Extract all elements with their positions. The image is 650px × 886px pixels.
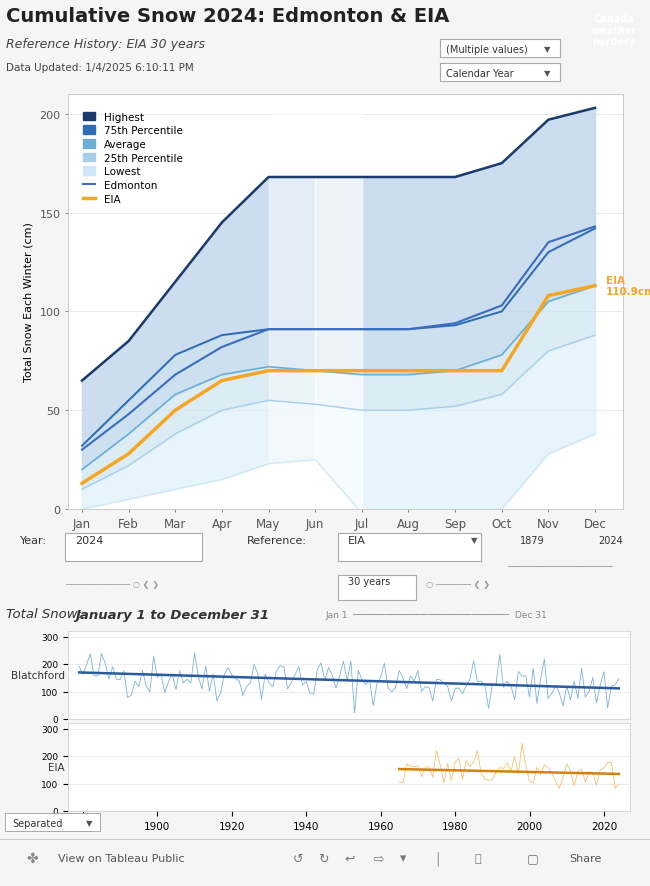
FancyBboxPatch shape <box>65 533 202 562</box>
Text: Separated: Separated <box>12 818 63 828</box>
Text: January 1 to December 31: January 1 to December 31 <box>75 608 269 621</box>
Text: Year:: Year: <box>20 535 47 545</box>
Text: Share: Share <box>569 853 601 863</box>
Text: ▼: ▼ <box>544 69 551 78</box>
Text: 30 years: 30 years <box>348 577 390 587</box>
FancyBboxPatch shape <box>338 533 481 562</box>
Bar <box>315 95 362 509</box>
Y-axis label: Total Snow Each Winter (cm): Total Snow Each Winter (cm) <box>23 222 34 382</box>
Text: Total Snow:: Total Snow: <box>6 608 83 621</box>
Text: 2024: 2024 <box>75 535 103 545</box>
FancyBboxPatch shape <box>338 576 416 601</box>
Text: Data Updated: 1/4/2025 6:10:11 PM: Data Updated: 1/4/2025 6:10:11 PM <box>6 63 194 73</box>
Text: EIA
110.9cm: EIA 110.9cm <box>606 276 650 297</box>
Text: ⬜: ⬜ <box>474 853 481 863</box>
Text: 1879: 1879 <box>520 535 545 545</box>
Text: Jan 1  ─────────────────────────────  Dec 31: Jan 1 ───────────────────────────── Dec … <box>325 610 547 618</box>
Text: EIA: EIA <box>48 762 64 772</box>
Text: ───────────── ○ ❮ ❯: ───────────── ○ ❮ ❯ <box>65 579 159 588</box>
Text: ✤: ✤ <box>26 851 38 865</box>
Text: ▼: ▼ <box>86 819 92 828</box>
Text: ▢: ▢ <box>526 851 538 865</box>
Text: View on Tableau Public: View on Tableau Public <box>58 853 185 863</box>
Text: ▾: ▾ <box>400 851 406 865</box>
Text: Canada
weather
nerdery: Canada weather nerdery <box>592 14 636 47</box>
Bar <box>268 95 315 509</box>
Legend: Highest, 75th Percentile, Average, 25th Percentile, Lowest, Edmonton, EIA: Highest, 75th Percentile, Average, 25th … <box>79 108 187 208</box>
Text: 2024: 2024 <box>598 535 623 545</box>
Text: ⇨: ⇨ <box>374 851 384 865</box>
Text: EIA: EIA <box>348 535 365 545</box>
Text: ↻: ↻ <box>318 851 329 865</box>
Text: ↩: ↩ <box>344 851 355 865</box>
Text: ──────────────────: ────────────────── <box>507 562 613 571</box>
Text: |: | <box>436 851 440 866</box>
Text: Blatchford: Blatchford <box>10 670 64 680</box>
Text: Reference History: EIA 30 years: Reference History: EIA 30 years <box>6 38 205 51</box>
Text: ↺: ↺ <box>292 851 303 865</box>
Text: ▼: ▼ <box>471 535 478 544</box>
Text: ○ ─────── ❮ ❯: ○ ─────── ❮ ❯ <box>426 579 490 588</box>
Text: Reference:: Reference: <box>247 535 307 545</box>
Text: Calendar Year: Calendar Year <box>446 69 514 79</box>
Text: ▼: ▼ <box>544 45 551 54</box>
Text: (Multiple values): (Multiple values) <box>446 45 528 55</box>
Text: Cumulative Snow 2024: Edmonton & EIA: Cumulative Snow 2024: Edmonton & EIA <box>6 7 450 27</box>
